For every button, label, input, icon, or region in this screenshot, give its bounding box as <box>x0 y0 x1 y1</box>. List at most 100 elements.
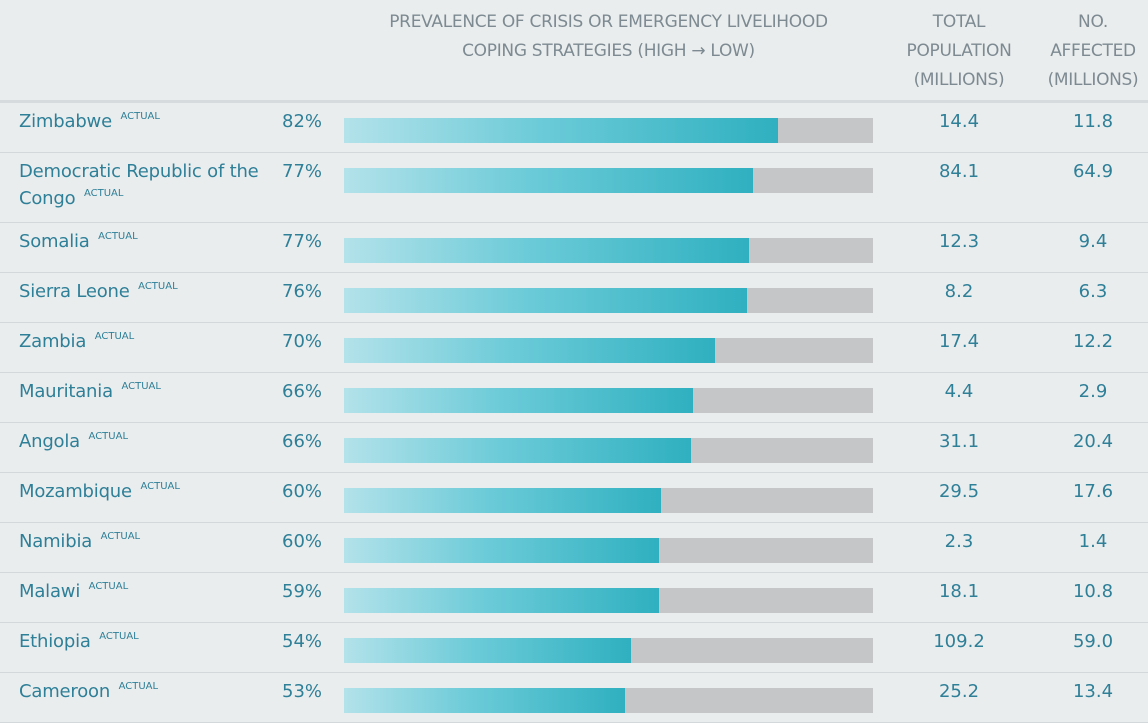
bar-track <box>344 488 873 513</box>
affected-value: 59.0 <box>1072 631 1114 652</box>
total-population-value: 14.4 <box>938 111 980 132</box>
bar-fill <box>344 588 659 613</box>
bar-track <box>344 238 873 263</box>
affected-header-line-2: AFFECTED <box>1050 41 1136 61</box>
percent-label: 70% <box>282 331 323 352</box>
actual-tag: ACTUAL <box>138 281 178 292</box>
country-name: Ethiopia <box>19 631 91 652</box>
country-label: Mozambique ACTUAL <box>19 478 259 508</box>
country-label: Somalia ACTUAL <box>19 228 259 258</box>
bar-fill <box>344 338 716 363</box>
bar-fill <box>344 438 692 463</box>
actual-tag: ACTUAL <box>99 631 139 642</box>
country-label: Mauritania ACTUAL <box>19 378 259 408</box>
total-population-value: 18.1 <box>938 581 980 602</box>
affected-header-line-1: NO. <box>1078 12 1108 32</box>
prevalence-header-line-2: COPING STRATEGIES (HIGH → LOW) <box>462 41 755 61</box>
actual-tag: ACTUAL <box>121 381 161 392</box>
country-name: Democratic Republic of the Congo <box>19 161 259 209</box>
bar-track <box>344 538 873 563</box>
country-name: Cameroon <box>19 681 111 702</box>
affected-value: 9.4 <box>1078 231 1108 252</box>
table-row: Mauritania ACTUAL 66% 4.4 2.9 <box>0 373 1148 423</box>
population-header-line-2: POPULATION <box>906 41 1012 61</box>
percent-label: 77% <box>282 161 323 182</box>
total-population-value: 2.3 <box>944 531 974 552</box>
affected-value: 6.3 <box>1078 281 1108 302</box>
country-label: Cameroon ACTUAL <box>19 678 259 708</box>
country-name: Zimbabwe <box>19 111 112 132</box>
actual-tag: ACTUAL <box>120 111 160 122</box>
percent-label: 76% <box>282 281 323 302</box>
actual-tag: ACTUAL <box>94 331 135 342</box>
actual-tag: ACTUAL <box>118 681 159 692</box>
percent-label: 66% <box>282 431 323 452</box>
total-population-value: 29.5 <box>938 481 980 502</box>
affected-value: 20.4 <box>1072 431 1114 452</box>
country-name: Somalia <box>19 231 90 252</box>
bar-fill <box>344 238 750 263</box>
bar-track <box>344 438 873 463</box>
bar-track <box>344 338 873 363</box>
country-label: Malawi ACTUAL <box>19 578 259 608</box>
bar-fill <box>344 488 662 513</box>
actual-tag: ACTUAL <box>88 431 129 442</box>
table-row: Somalia ACTUAL 77% 12.3 9.4 <box>0 223 1148 273</box>
actual-tag: ACTUAL <box>88 581 129 592</box>
affected-value: 12.2 <box>1072 331 1114 352</box>
actual-tag: ACTUAL <box>100 531 141 542</box>
population-header-line-3: (MILLIONS) <box>913 70 1005 90</box>
percent-label: 82% <box>282 111 323 132</box>
country-name: Namibia <box>19 531 93 552</box>
country-name: Malawi <box>19 581 81 602</box>
actual-tag: ACTUAL <box>98 231 138 242</box>
bar-track <box>344 388 873 413</box>
header-divider <box>0 100 1148 103</box>
affected-column-header: NO. AFFECTED (MILLIONS) <box>1032 8 1148 95</box>
bar-fill <box>344 288 748 313</box>
bar-fill <box>344 118 778 143</box>
table-row: Mozambique ACTUAL 60% 29.5 17.6 <box>0 473 1148 523</box>
country-label: Zambia ACTUAL <box>19 328 259 358</box>
percent-label: 77% <box>282 231 323 252</box>
actual-tag: ACTUAL <box>83 188 124 199</box>
affected-value: 11.8 <box>1072 111 1114 132</box>
table-row: Sierra Leone ACTUAL 76% 8.2 6.3 <box>0 273 1148 323</box>
table-row: Democratic Republic of the Congo ACTUAL 7… <box>0 153 1148 223</box>
bar-fill <box>344 388 694 413</box>
population-column-header: TOTAL POPULATION (MILLIONS) <box>897 8 1021 95</box>
bar-fill <box>344 168 754 193</box>
country-name: Mauritania <box>19 381 113 402</box>
table-row: Ethiopia ACTUAL 54% 109.2 59.0 <box>0 623 1148 673</box>
percent-label: 53% <box>282 681 323 702</box>
country-name: Zambia <box>19 331 87 352</box>
percent-label: 54% <box>282 631 323 652</box>
bar-fill <box>344 688 625 713</box>
percent-label: 60% <box>282 531 323 552</box>
affected-value: 2.9 <box>1078 381 1108 402</box>
total-population-value: 84.1 <box>938 161 980 182</box>
table-row: Angola ACTUAL 66% 31.1 20.4 <box>0 423 1148 473</box>
prevalence-column-header: PREVALENCE OF CRISIS OR EMERGENCY LIVELI… <box>344 8 873 66</box>
table-row: Namibia ACTUAL 60% 2.3 1.4 <box>0 523 1148 573</box>
country-label: Zimbabwe ACTUAL <box>19 108 259 138</box>
table-row: Zimbabwe ACTUAL 82% 14.4 11.8 <box>0 103 1148 153</box>
country-label: Democratic Republic of the Congo ACTUAL <box>19 158 259 215</box>
table-row: Cameroon ACTUAL 53% 25.2 13.4 <box>0 673 1148 723</box>
percent-label: 59% <box>282 581 323 602</box>
country-label: Angola ACTUAL <box>19 428 259 458</box>
bar-track <box>344 168 873 193</box>
affected-value: 1.4 <box>1078 531 1108 552</box>
country-label: Namibia ACTUAL <box>19 528 259 558</box>
bar-track <box>344 288 873 313</box>
bar-track <box>344 588 873 613</box>
country-label: Sierra Leone ACTUAL <box>19 278 259 308</box>
population-header-line-1: TOTAL <box>932 12 986 32</box>
bar-fill <box>344 638 631 663</box>
total-population-value: 25.2 <box>938 681 980 702</box>
total-population-value: 109.2 <box>933 631 985 652</box>
affected-value: 17.6 <box>1072 481 1114 502</box>
total-population-value: 4.4 <box>944 381 974 402</box>
bar-track <box>344 638 873 663</box>
table-row: Malawi ACTUAL 59% 18.1 10.8 <box>0 573 1148 623</box>
